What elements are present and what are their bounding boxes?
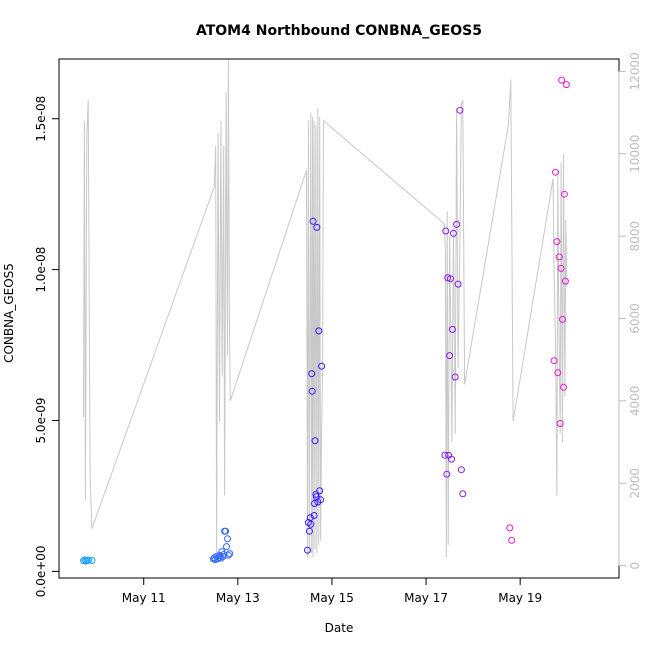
y2-tick-label: 10000 <box>628 135 642 173</box>
data-point-series-3 <box>309 217 317 225</box>
y2-tick-label: 4000 <box>628 386 642 417</box>
data-point-series-4 <box>448 325 456 333</box>
x-tick-label: May 19 <box>498 591 542 605</box>
data-point-series-5 <box>552 168 559 176</box>
data-point-series-3 <box>305 527 313 535</box>
data-point-series-2 <box>222 527 230 535</box>
data-point-series-4 <box>454 280 462 288</box>
data-point-series-3 <box>308 387 316 395</box>
data-point-series-1 <box>80 557 87 565</box>
y-tick-label: 0.0e+00 <box>34 545 48 597</box>
data-point-series-3 <box>311 500 318 507</box>
x-axis: May 11 May 13 May 15 May 17 May 19 <box>122 578 542 605</box>
data-point-series-5 <box>561 277 569 285</box>
data-point-series-4 <box>456 106 464 114</box>
data-point-series-2 <box>224 551 232 559</box>
x-tick-label: May 11 <box>122 591 166 605</box>
x-tick-label: May 15 <box>310 591 354 605</box>
data-point-series-1 <box>88 557 96 564</box>
data-point-series-4 <box>442 227 450 235</box>
data-point-series-2 <box>226 550 234 558</box>
data-point-series-4 <box>443 470 451 478</box>
y-tick-label: 1.5e-08 <box>34 96 48 142</box>
data-point-series-3 <box>304 546 311 554</box>
y-tick-label: 1.0e-08 <box>34 247 48 293</box>
x-axis-label: Date <box>325 621 354 635</box>
data-point-series-4 <box>441 451 449 459</box>
plot-area <box>80 58 570 565</box>
y2-tick-label: 6000 <box>628 303 642 334</box>
data-point-series-3 <box>311 437 319 445</box>
data-point-series-3 <box>317 496 325 504</box>
y2-tick-label: 2000 <box>628 468 642 499</box>
y2-tick-label: 12000 <box>628 52 642 90</box>
data-point-series-5 <box>555 253 563 261</box>
data-point-series-5 <box>560 190 568 198</box>
data-point-series-5 <box>506 524 514 532</box>
data-point-series-5 <box>557 264 565 272</box>
data-point-series-5 <box>559 315 566 323</box>
data-point-series-3 <box>316 487 324 495</box>
plot-frame <box>58 58 620 579</box>
data-point-series-5 <box>560 383 567 391</box>
data-point-series-3 <box>310 512 318 519</box>
data-point-series-4 <box>451 373 459 381</box>
data-point-series-5 <box>558 76 566 84</box>
data-point-series-3 <box>307 520 315 528</box>
data-point-series-4 <box>447 275 454 283</box>
data-point-series-5 <box>508 536 516 544</box>
data-point-series-5 <box>550 357 558 365</box>
x-tick-label: May 13 <box>216 591 260 605</box>
secondary-y-axis: 0 2000 4000 6000 8000 10000 12000 <box>618 52 642 570</box>
y-axis-label: CONBNA_GEOS5 <box>2 263 16 363</box>
y2-tick-label: 8000 <box>628 221 642 252</box>
data-point-series-4 <box>453 220 461 228</box>
data-point-series-4 <box>449 229 457 237</box>
data-point-series-4 <box>459 490 467 498</box>
data-point-series-3 <box>315 327 323 335</box>
data-point-series-2 <box>223 543 230 551</box>
data-point-series-5 <box>562 81 570 89</box>
data-point-series-3 <box>306 514 314 522</box>
y2-tick-label: 0 <box>628 562 642 570</box>
chart-title: ATOM4 Northbound CONBNA_GEOS5 <box>196 23 482 39</box>
data-point-series-4 <box>446 352 454 360</box>
data-point-series-4 <box>448 455 455 463</box>
data-point-series-5 <box>556 420 564 427</box>
altitude-line <box>83 58 568 558</box>
data-point-series-3 <box>308 370 316 378</box>
data-point-series-2 <box>224 535 231 543</box>
x-tick-label: May 17 <box>404 591 448 605</box>
y-axis: 0.0e+00 5.0e-09 1.0e-08 1.5e-08 <box>34 96 59 597</box>
data-point-series-3 <box>313 223 321 231</box>
data-point-series-5 <box>553 238 561 246</box>
data-point-series-1 <box>85 556 93 564</box>
y-tick-label: 5.0e-09 <box>34 397 48 443</box>
data-point-series-4 <box>457 466 465 474</box>
data-point-series-5 <box>554 369 562 377</box>
data-point-series-3 <box>318 362 326 370</box>
